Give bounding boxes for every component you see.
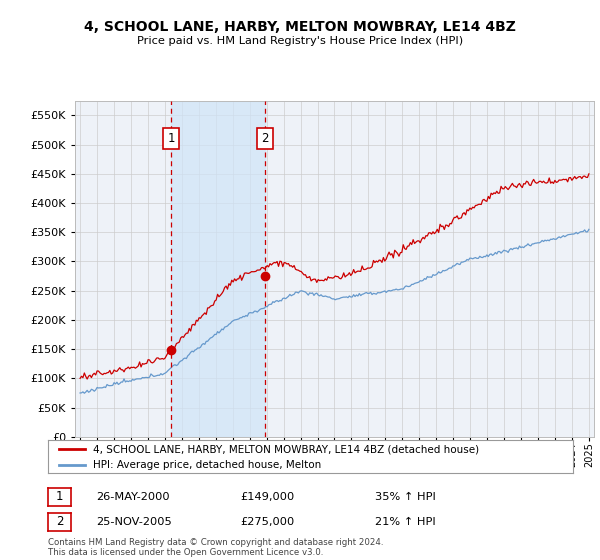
Text: 26-MAY-2000: 26-MAY-2000	[96, 492, 170, 502]
Text: 4, SCHOOL LANE, HARBY, MELTON MOWBRAY, LE14 4BZ: 4, SCHOOL LANE, HARBY, MELTON MOWBRAY, L…	[84, 20, 516, 34]
Text: 21% ↑ HPI: 21% ↑ HPI	[375, 517, 436, 527]
Text: 1: 1	[56, 490, 63, 503]
Text: HPI: Average price, detached house, Melton: HPI: Average price, detached house, Melt…	[92, 460, 321, 470]
Text: 2: 2	[261, 132, 269, 145]
Text: 2: 2	[56, 515, 63, 529]
Bar	[172, 101, 265, 437]
Text: Contains HM Land Registry data © Crown copyright and database right 2024.
This d: Contains HM Land Registry data © Crown c…	[48, 538, 383, 557]
Text: 35% ↑ HPI: 35% ↑ HPI	[375, 492, 436, 502]
Text: £275,000: £275,000	[240, 517, 294, 527]
Text: Price paid vs. HM Land Registry's House Price Index (HPI): Price paid vs. HM Land Registry's House …	[137, 36, 463, 46]
Text: 1: 1	[167, 132, 175, 145]
Text: 25-NOV-2005: 25-NOV-2005	[96, 517, 172, 527]
Text: 4, SCHOOL LANE, HARBY, MELTON MOWBRAY, LE14 4BZ (detached house): 4, SCHOOL LANE, HARBY, MELTON MOWBRAY, L…	[92, 444, 479, 454]
Text: £149,000: £149,000	[240, 492, 294, 502]
